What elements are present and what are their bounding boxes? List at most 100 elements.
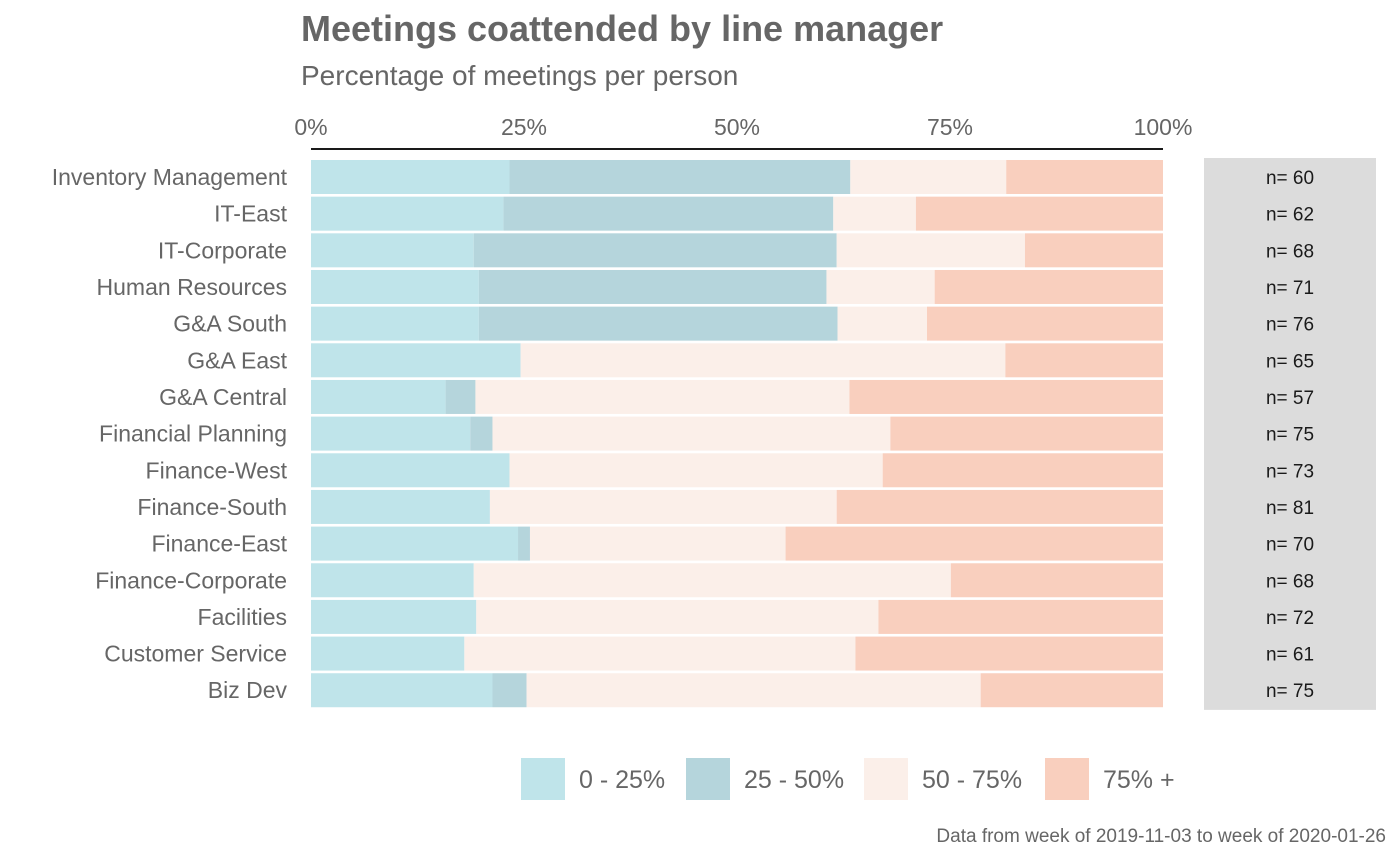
bar-segment	[473, 563, 951, 598]
bar-segment	[529, 526, 786, 561]
n-label: n= 68	[1266, 571, 1314, 592]
bar-segment	[492, 673, 527, 708]
chart-title: Meetings coattended by line manager	[301, 8, 944, 49]
bar-segment	[311, 343, 521, 378]
bar-segment	[837, 306, 927, 341]
n-label: n= 75	[1266, 681, 1314, 702]
bar-segment	[855, 636, 1163, 671]
category-label: Finance-West	[146, 457, 288, 483]
bar-segment	[836, 233, 1025, 268]
bar-segment	[1024, 233, 1163, 268]
n-label: n= 71	[1266, 278, 1314, 299]
bar-segment	[311, 160, 510, 194]
n-label: n= 76	[1266, 315, 1314, 336]
bar-segment	[509, 160, 851, 194]
bar-segment	[478, 306, 838, 341]
bar-segment	[915, 196, 1163, 231]
chart-subtitle: Percentage of meetings per person	[301, 60, 739, 91]
bar-segment	[926, 306, 1163, 341]
bar-segment	[311, 416, 471, 451]
category-label: Finance-East	[151, 531, 287, 557]
bar-segment	[311, 563, 474, 598]
bar-segment	[311, 379, 446, 414]
n-label: n= 62	[1266, 205, 1314, 226]
x-tick-label: 50%	[714, 114, 760, 140]
legend-swatch	[521, 758, 565, 800]
x-tick-label: 25%	[501, 114, 547, 140]
n-label: n= 65	[1266, 351, 1314, 372]
legend-swatch	[686, 758, 730, 800]
category-label: G&A Central	[159, 384, 287, 410]
n-label: n= 68	[1266, 241, 1314, 262]
category-label: Finance-South	[137, 494, 287, 520]
n-panel-background	[1204, 158, 1376, 710]
bar-segment	[934, 269, 1163, 304]
category-label: G&A East	[187, 347, 287, 373]
bar-segment	[520, 343, 1006, 378]
bar-segment	[526, 673, 981, 708]
bar-segment	[836, 489, 1163, 524]
bar-segment	[464, 636, 856, 671]
bar-segment	[950, 563, 1163, 598]
category-label: Financial Planning	[99, 421, 287, 447]
bar-segment	[980, 673, 1163, 708]
category-label: Facilities	[198, 604, 287, 630]
n-label: n= 61	[1266, 645, 1314, 666]
n-label: n= 57	[1266, 388, 1314, 409]
x-tick-label: 100%	[1134, 114, 1193, 140]
category-label: Finance-Corporate	[95, 567, 287, 593]
bar-segment	[478, 269, 827, 304]
category-label: Customer Service	[104, 641, 287, 667]
bar-segment	[826, 269, 935, 304]
bar-segment	[476, 599, 879, 634]
category-label: IT-East	[214, 201, 287, 227]
bar-segment	[1006, 160, 1163, 194]
bar-segment	[518, 526, 530, 561]
n-panel: n= 60 n= 62 n= 68 n= 71 n= 76 n= 65 n= 57 n= 75…	[1204, 158, 1376, 710]
bar-segment	[311, 196, 504, 231]
legend: 0 - 25% 25 - 50% 50 - 75% 75% +	[521, 758, 1175, 800]
bar-segment	[311, 673, 493, 708]
bar-segment	[311, 306, 479, 341]
bar-segment	[849, 379, 1163, 414]
n-label: n= 73	[1266, 461, 1314, 482]
bar-segment	[850, 160, 1007, 194]
category-label: Biz Dev	[208, 677, 288, 703]
bar-segment	[470, 416, 493, 451]
x-axis: 0% 25% 50% 75% 100%	[294, 114, 1193, 150]
n-label: n= 75	[1266, 425, 1314, 446]
bar-segment	[833, 196, 916, 231]
bar-segment	[503, 196, 834, 231]
x-tick-label: 75%	[927, 114, 973, 140]
bar-segment	[878, 599, 1163, 634]
bar-segment	[785, 526, 1163, 561]
legend-swatch	[1045, 758, 1089, 800]
category-label: Inventory Management	[52, 164, 288, 190]
category-label: G&A South	[173, 311, 287, 337]
n-label: n= 70	[1266, 535, 1314, 556]
n-label: n= 72	[1266, 608, 1314, 629]
category-label: IT-Corporate	[158, 237, 287, 263]
bar-segment	[509, 453, 883, 488]
bars-group	[311, 160, 1163, 708]
bar-segment	[311, 599, 477, 634]
bar-segment	[475, 379, 850, 414]
legend-swatch	[864, 758, 908, 800]
legend-label: 50 - 75%	[922, 766, 1022, 794]
legend-label: 0 - 25%	[579, 766, 665, 794]
n-label: n= 60	[1266, 168, 1314, 189]
category-axis: Inventory Management IT-East IT-Corporate H…	[52, 164, 288, 703]
bar-segment	[311, 269, 479, 304]
bar-segment	[311, 489, 490, 524]
bar-segment	[473, 233, 837, 268]
x-tick-label: 0%	[294, 114, 327, 140]
bar-segment	[311, 526, 519, 561]
bar-segment	[492, 416, 891, 451]
bar-segment	[445, 379, 476, 414]
bar-segment	[890, 416, 1163, 451]
n-label: n= 81	[1266, 498, 1314, 519]
bar-segment	[311, 636, 465, 671]
legend-label: 25 - 50%	[744, 766, 844, 794]
category-label: Human Resources	[97, 274, 287, 300]
